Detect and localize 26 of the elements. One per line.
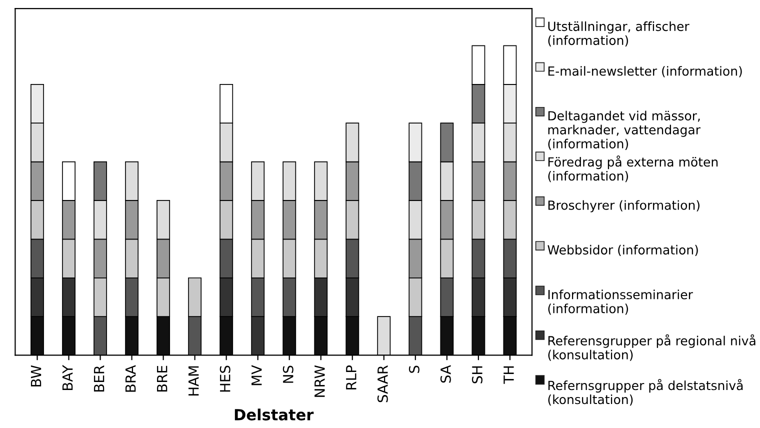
x-tick-label: SAAR <box>377 365 388 402</box>
x-tick-label: NRW <box>314 365 325 397</box>
x-tick-label: BAY <box>62 364 73 390</box>
x-tick-label: HES <box>220 366 230 392</box>
legend-label: Informationsseminarier (information) <box>548 290 693 315</box>
legend-label: E-mail-newsletter (information) <box>548 66 742 78</box>
legend-label: Refernsgrupper på delstatsnivå (konsultation) <box>548 379 743 406</box>
legend-label: Deltagandet vid mässor, marknader, vattendagar (information) <box>548 110 701 150</box>
legend-label: Föredrag på externa möten (information) <box>548 156 718 182</box>
x-axis-title: Delstater <box>234 408 314 420</box>
text: Utställningar, affischer (information) <box>548 21 690 47</box>
x-tick-label: BRA <box>126 365 136 392</box>
x-tick-label: SA <box>440 365 451 383</box>
x-tick-label: BRE <box>157 366 168 392</box>
x-tick-label: RLP <box>346 365 356 390</box>
legend-label: Broschyrer (information) <box>548 200 700 212</box>
x-tick-label: S <box>408 366 420 373</box>
x-tick-label: MV <box>252 365 262 386</box>
legend-label: Webbsidor (information) <box>548 244 698 256</box>
x-tick-label: TH <box>504 366 514 384</box>
x-tick-label: BW <box>30 365 42 386</box>
x-tick-label: NS <box>282 366 294 383</box>
x-tick-label: SH <box>472 366 482 384</box>
legend-label: Referensgrupper på regional nivå (konsultation) <box>548 334 756 361</box>
x-tick-label: HAM <box>188 366 199 396</box>
x-tick-label: BER <box>94 365 104 392</box>
